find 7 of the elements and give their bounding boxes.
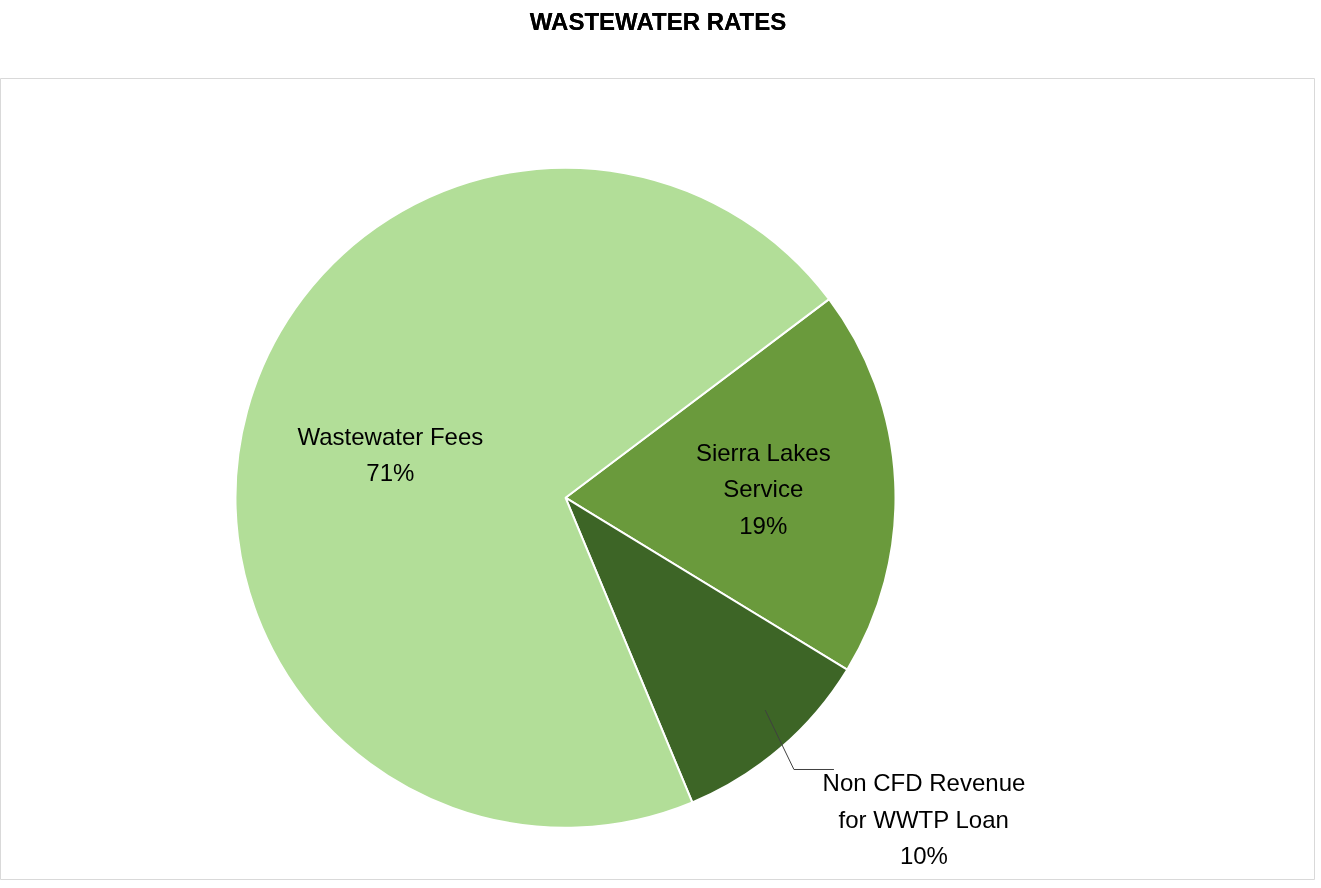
slice-label: Wastewater Fees — [297, 422, 484, 450]
data-label: 19% — [739, 511, 788, 539]
slice-label: Non CFD Revenue for WWTP Loan — [822, 769, 1026, 833]
chart-title: WASTEWATER RATES — [529, 7, 787, 35]
data-label: 10% — [899, 842, 948, 870]
slice-label: Sierra Lakes Service — [695, 438, 831, 503]
data-label: 71% — [366, 459, 415, 487]
